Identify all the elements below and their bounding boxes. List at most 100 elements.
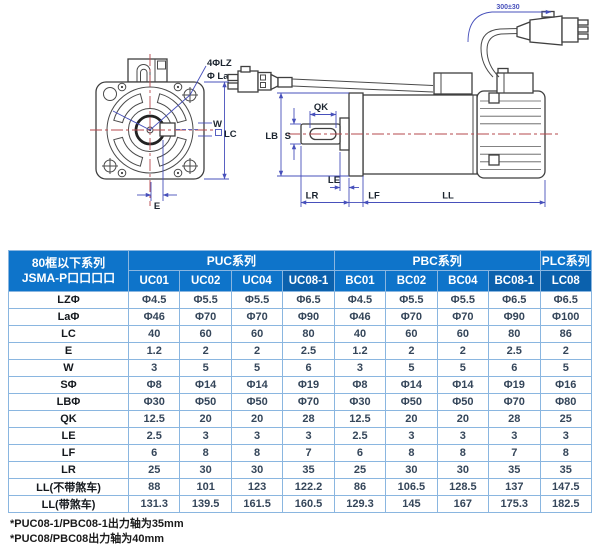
spec-cell: 3: [179, 427, 232, 445]
spec-cell: 123: [230, 478, 284, 496]
brake-cable-connector: [227, 65, 434, 93]
spec-cell: 128.5: [436, 478, 490, 496]
label-lc: LC: [224, 129, 237, 140]
spec-cell: 8: [385, 444, 438, 462]
spec-cell: Φ19: [282, 376, 335, 394]
table-row: LR 25 30 30 35 25 30 30 35 35: [8, 461, 592, 479]
spec-cell: Φ5.5: [385, 291, 438, 309]
spec-cell: Φ30: [333, 393, 387, 411]
row-label: LBΦ: [8, 393, 129, 411]
row-label: LR: [8, 461, 129, 479]
spec-cell: 2: [436, 342, 490, 360]
row-label: LF: [8, 444, 129, 462]
row-label: LC: [8, 325, 129, 343]
footnote-1: *PUC08-1/PBC08-1出力轴为35mm: [10, 518, 184, 530]
spec-cell: 2: [385, 342, 438, 360]
spec-cell: 60: [385, 325, 438, 343]
table-row: LBΦ Φ30 Φ50 Φ50 Φ70 Φ30 Φ50 Φ50 Φ70 Φ80: [8, 393, 592, 411]
corner-header: 80框以下系列 JSMA-P口口口口: [8, 250, 129, 292]
power-cable-plug: [480, 10, 589, 78]
group-header-puc: PUC系列: [128, 250, 335, 271]
spec-cell: Φ50: [179, 393, 232, 411]
row-label: LE: [8, 427, 129, 445]
table-header: 80框以下系列 JSMA-P口口口口 PUC系列 PBC系列 PLC系列 UC0…: [8, 250, 592, 292]
mounting-holes: [102, 87, 198, 174]
spec-cell: 28: [488, 410, 541, 428]
spec-cell: 28: [282, 410, 335, 428]
spec-cell: 30: [436, 461, 490, 479]
spec-cell: 8: [230, 444, 284, 462]
spec-cell: Φ6.5: [488, 291, 541, 309]
spec-cell: 35: [282, 461, 335, 479]
spec-cell: Φ5.5: [179, 291, 232, 309]
spec-cell: Φ14: [230, 376, 284, 394]
spec-cell: Φ6.5: [539, 291, 592, 309]
spec-cell: 20: [179, 410, 232, 428]
spec-cell: 2: [230, 342, 284, 360]
spec-cell: 129.3: [333, 495, 387, 513]
spec-cell: Φ70: [179, 308, 232, 326]
table-row: LL(带煞车) 131.3 139.5 161.5 160.5 129.3 145 167 17…: [8, 495, 592, 513]
table-row: E 1.2 2 2 2.5 1.2 2 2 2.5 2: [8, 342, 592, 360]
spec-cell: 160.5: [282, 495, 335, 513]
spec-cell: 20: [436, 410, 490, 428]
screw-heads: [117, 82, 183, 178]
footnote-2: *PUC08/PBC08出力轴为40mm: [10, 532, 165, 545]
spec-cell: 3: [282, 427, 335, 445]
spec-cell: 3: [385, 427, 438, 445]
spec-cell: 122.2: [282, 478, 335, 496]
cooling-fins: [480, 100, 541, 170]
spec-cell: Φ16: [539, 376, 592, 394]
label-lb: LB: [265, 131, 278, 142]
spec-cell: 60: [179, 325, 232, 343]
spec-cell: 80: [282, 325, 335, 343]
spec-cell: Φ100: [539, 308, 592, 326]
spec-cell: 88: [127, 478, 181, 496]
spec-cell: 3: [333, 359, 387, 377]
column-header: UC04: [230, 270, 284, 292]
row-label: LZΦ: [8, 291, 129, 309]
spec-cell: 6: [488, 359, 541, 377]
spec-cell: Φ5.5: [436, 291, 490, 309]
spec-cell: 175.3: [488, 495, 541, 513]
label-s: S: [285, 131, 291, 142]
spec-cell: 60: [436, 325, 490, 343]
spec-cell: Φ14: [179, 376, 232, 394]
spec-cell: 40: [333, 325, 387, 343]
spec-cell: Φ14: [385, 376, 438, 394]
table-row: LZΦ Φ4.5 Φ5.5 Φ5.5 Φ6.5 Φ4.5 Φ5.5 Φ5.5 Φ6.5 Φ6.5: [8, 291, 592, 309]
spec-cell: Φ50: [436, 393, 490, 411]
spec-cell: Φ80: [539, 393, 592, 411]
spec-cell: Φ4.5: [333, 291, 387, 309]
table-row: LaΦ Φ46 Φ70 Φ70 Φ90 Φ46 Φ70 Φ70 Φ90 Φ100: [8, 308, 592, 326]
spec-cell: Φ90: [488, 308, 541, 326]
spec-cell: 25: [539, 410, 592, 428]
front-view-drawing: 4ΦLZ Φ La LC W E: [90, 54, 237, 212]
label-qk: QK: [314, 102, 328, 113]
spec-cell: Φ70: [282, 393, 335, 411]
spec-cell: 5: [230, 359, 284, 377]
table-row: LF 6 8 8 7 6 8 8 7 8: [8, 444, 592, 462]
spec-cell: 2.5: [333, 427, 387, 445]
spec-cell: 161.5: [230, 495, 284, 513]
spec-cell: Φ8: [127, 376, 181, 394]
spec-cell: 2.5: [488, 342, 541, 360]
spec-cell: 2: [539, 342, 592, 360]
side-view-drawing: 300±30 LB S QK: [227, 4, 589, 207]
spec-cell: 35: [488, 461, 541, 479]
column-header: LC08: [539, 270, 592, 292]
spec-cell: 5: [385, 359, 438, 377]
spec-cell: 12.5: [333, 410, 387, 428]
spec-cell: 25: [127, 461, 181, 479]
spec-cell: 86: [539, 325, 592, 343]
row-label: SΦ: [8, 376, 129, 394]
spec-cell: Φ30: [127, 393, 181, 411]
spec-cell: 3: [436, 427, 490, 445]
label-cable-length: 300±30: [496, 4, 519, 11]
spec-cell: 20: [385, 410, 438, 428]
rear-housing: [476, 90, 546, 179]
column-header: UC02: [179, 270, 232, 292]
spec-cell: 3: [539, 427, 592, 445]
table-row: SΦ Φ8 Φ14 Φ14 Φ19 Φ8 Φ14 Φ14 Φ19 Φ16: [8, 376, 592, 394]
